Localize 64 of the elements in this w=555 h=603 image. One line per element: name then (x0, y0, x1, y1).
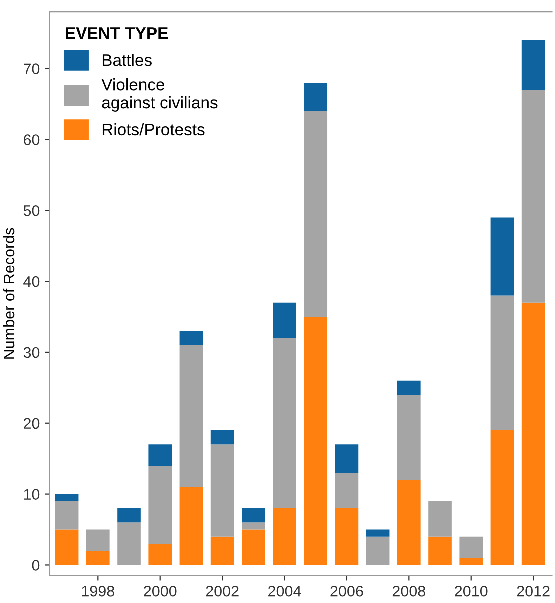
x-tick-label: 2004 (268, 586, 302, 597)
bar (398, 380, 421, 396)
bar (118, 508, 141, 523)
x-tick-label: 2010 (455, 586, 488, 597)
y-tick-label: 20 (24, 418, 40, 430)
x-tick-label: 2008 (392, 586, 426, 597)
y-tick-label: 0 (32, 560, 40, 571)
bar (55, 501, 79, 530)
y-tick-label: 50 (24, 206, 40, 216)
bar (180, 487, 204, 566)
y-tick-label: 40 (24, 276, 40, 288)
x-tick-label: 2006 (330, 586, 364, 597)
y-tick-label: 10 (24, 489, 40, 500)
legend-title: EVENT TYPE (66, 28, 168, 40)
bar (210, 536, 234, 566)
bar (398, 480, 421, 566)
bar (522, 40, 546, 90)
bar (273, 302, 296, 338)
bar (86, 551, 110, 566)
bar (86, 530, 110, 552)
y-tick-label: 30 (24, 347, 40, 358)
x-tick-label: 2012 (517, 586, 550, 597)
bar (428, 536, 452, 566)
bar (304, 317, 328, 566)
bar (55, 530, 79, 566)
legend-label: Violence against civilians (102, 78, 218, 112)
bar (242, 530, 266, 566)
bar (490, 430, 514, 566)
bar (55, 494, 79, 502)
bar (490, 296, 514, 430)
y-tick-label: 60 (24, 134, 40, 146)
bar (490, 218, 514, 296)
y-tick-label: 70 (24, 64, 40, 74)
x-tick-label: 2000 (144, 586, 177, 597)
bar (335, 508, 359, 566)
bar (148, 444, 172, 466)
bar (335, 473, 359, 508)
bar (304, 82, 328, 112)
bar (242, 522, 266, 530)
bar (180, 331, 204, 346)
x-tick-label: 1998 (82, 586, 114, 597)
bar (180, 345, 204, 488)
bar (428, 501, 452, 537)
bar (148, 466, 172, 544)
bar (148, 544, 172, 566)
bar (304, 111, 328, 318)
bar (398, 395, 421, 480)
legend-label: Battles (102, 54, 152, 66)
bar (242, 508, 266, 523)
bar (522, 302, 546, 566)
legend-label: Riots/Protests (102, 123, 205, 136)
bar (210, 444, 234, 537)
y-axis-title: Number of Records (3, 228, 15, 359)
bar (366, 536, 390, 566)
bar (210, 430, 234, 445)
bar (273, 338, 296, 508)
bar (118, 522, 141, 566)
bar (335, 444, 359, 474)
bar (366, 530, 390, 537)
bar (460, 536, 484, 558)
bar (460, 558, 484, 566)
bar (273, 508, 296, 566)
bar (522, 90, 546, 303)
x-tick-label: 2002 (206, 586, 239, 597)
